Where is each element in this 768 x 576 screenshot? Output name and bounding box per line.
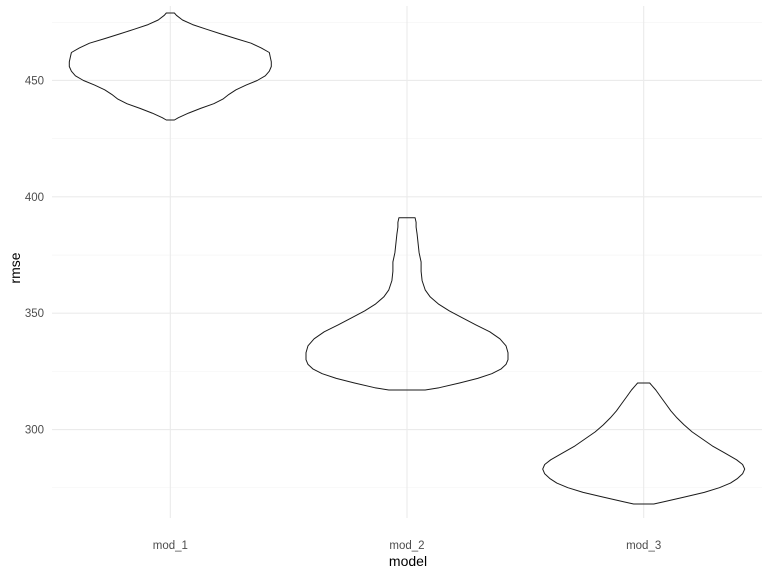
x-tick-label: mod_3 bbox=[626, 540, 661, 552]
y-tick-label: 300 bbox=[25, 425, 44, 437]
violin-mod_2 bbox=[305, 217, 509, 391]
y-axis-title: rmse bbox=[7, 252, 23, 283]
x-tick-label: mod_1 bbox=[153, 540, 188, 552]
y-axis-ticks: 300 350 400 450 bbox=[25, 75, 44, 436]
y-tick-label: 400 bbox=[25, 192, 44, 204]
x-tick-label: mod_2 bbox=[389, 540, 424, 552]
y-tick-label: 450 bbox=[25, 75, 44, 87]
violin-mod_3 bbox=[542, 382, 746, 505]
y-tick-label: 350 bbox=[25, 308, 44, 320]
violins bbox=[68, 12, 746, 505]
x-axis-title: model bbox=[389, 553, 427, 569]
grid-lines bbox=[52, 6, 762, 518]
x-axis-ticks: mod_1 mod_2 mod_3 bbox=[153, 540, 662, 552]
violin-mod_1 bbox=[68, 12, 272, 121]
